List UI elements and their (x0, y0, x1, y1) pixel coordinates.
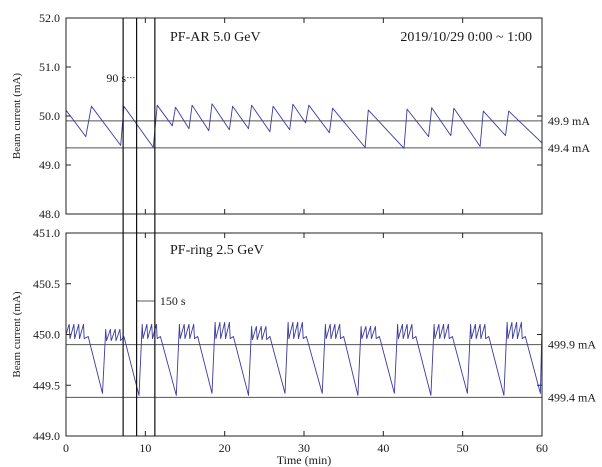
reference-line-label: 499.9 mA (548, 338, 596, 352)
y-tick-label: 51.0 (39, 60, 60, 74)
y-tick-label: 450.5 (33, 277, 60, 291)
pf-ar-y-axis-label: Beam current (mA) (11, 73, 23, 159)
x-tick-label: 30 (298, 441, 310, 455)
pf-ring-interval-annotation: 150 s (136, 294, 186, 308)
pf-ring-tick-marks (65, 232, 543, 437)
y-tick-label: 49.0 (39, 158, 60, 172)
pf-ar-interval-annotation: 90 s (106, 71, 136, 85)
pf-ar-reference-labels: 49.9 mA 49.4 mA (548, 114, 590, 155)
x-axis-label: Time (min) (277, 453, 332, 467)
y-tick-label: 50.0 (39, 109, 60, 123)
pf-ring-reference-lines (66, 344, 542, 398)
pf-ar-y-tick-labels: 48.0 49.0 50.0 51.0 52.0 (39, 11, 60, 221)
pf-ar-title: PF-AR 5.0 GeV (170, 30, 261, 45)
x-tick-label: 50 (457, 441, 469, 455)
y-tick-label: 451.0 (33, 226, 60, 240)
pf-ar-panel: 48.0 49.0 50.0 51.0 52.0 49.9 mA 49.4 mA PF-A… (11, 11, 590, 221)
y-tick-label: 450.0 (33, 328, 60, 342)
y-tick-label: 52.0 (39, 11, 60, 25)
pf-ring-interval-label: 150 s (160, 294, 186, 308)
x-tick-label: 10 (139, 441, 151, 455)
pf-ring-y-tick-labels: 449.0 449.5 450.0 450.5 451.0 (33, 226, 60, 443)
x-tick-label: 60 (536, 441, 548, 455)
reference-line-label: 499.4 mA (548, 390, 596, 404)
pf-ring-reference-labels: 499.9 mA 499.4 mA (548, 338, 596, 405)
pf-ar-current-trace (65, 103, 543, 149)
pf-ar-plot-frame (65, 17, 543, 215)
pf-ar-date-range: 2019/10/29 0:00 ~ 1:00 (400, 30, 532, 45)
x-tick-label: 40 (377, 441, 389, 455)
pf-ring-plot-frame (65, 232, 543, 437)
pf-ring-x-tick-labels: 0 10 20 30 40 50 60 (63, 441, 548, 455)
y-tick-label: 449.5 (33, 378, 60, 392)
pf-ring-y-axis-label: Beam current (mA) (11, 291, 23, 377)
reference-line-label: 49.4 mA (548, 141, 590, 155)
pf-ring-title: PF-ring 2.5 GeV (170, 243, 264, 258)
x-tick-label: 0 (63, 441, 69, 455)
y-tick-label: 48.0 (39, 207, 60, 221)
pf-ar-interval-label: 90 s (106, 71, 126, 85)
y-tick-label: 449.0 (33, 429, 60, 443)
reference-line-label: 49.9 mA (548, 114, 590, 128)
pf-ar-tick-marks (65, 17, 543, 215)
x-tick-label: 20 (219, 441, 231, 455)
vertical-time-markers (122, 18, 156, 436)
pf-ring-current-trace (65, 321, 543, 396)
